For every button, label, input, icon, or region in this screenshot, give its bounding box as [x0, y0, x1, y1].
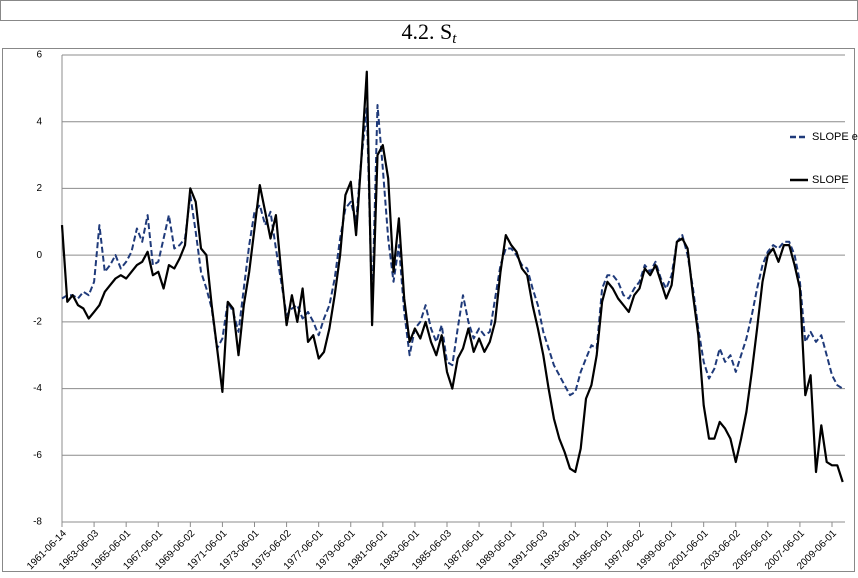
legend-label: SLOPE [812, 174, 849, 186]
y-tick-label: -4 [33, 383, 42, 394]
y-tick-label: 0 [36, 250, 42, 261]
series-line [60, 70, 844, 483]
y-tick-label: -8 [33, 517, 42, 528]
legend-label: SLOPE empirical [812, 131, 858, 143]
y-tick-label: 6 [36, 50, 42, 61]
chart-title: 4.2. St [402, 19, 458, 47]
y-tick-label: -6 [33, 450, 42, 461]
y-tick-label: 4 [36, 116, 42, 127]
header-frame [0, 0, 858, 21]
chart-frame [2, 48, 855, 572]
series-line [61, 104, 844, 397]
y-tick-label: -2 [33, 316, 42, 327]
y-tick-label: 2 [36, 183, 42, 194]
